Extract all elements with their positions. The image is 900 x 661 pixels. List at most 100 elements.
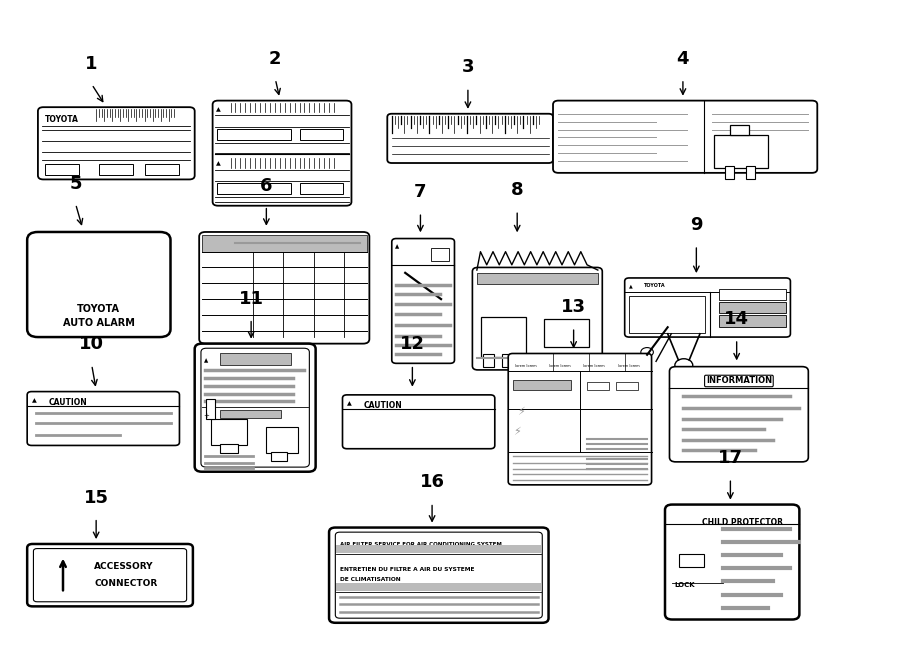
Text: 1: 1 bbox=[86, 55, 98, 73]
FancyBboxPatch shape bbox=[392, 239, 454, 364]
Text: INFORMATION: INFORMATION bbox=[706, 377, 772, 385]
Text: lorem lorem: lorem lorem bbox=[617, 364, 639, 368]
Text: TOYOTA: TOYOTA bbox=[644, 283, 666, 288]
Bar bbox=[431, 248, 449, 261]
Text: lorem lorem: lorem lorem bbox=[583, 364, 605, 368]
FancyBboxPatch shape bbox=[27, 544, 193, 606]
Bar bbox=[719, 289, 786, 300]
Bar bbox=[202, 235, 366, 252]
Bar bbox=[217, 129, 291, 140]
Circle shape bbox=[204, 235, 226, 251]
Circle shape bbox=[624, 465, 647, 482]
Text: ▲: ▲ bbox=[216, 162, 220, 167]
Bar bbox=[680, 554, 705, 567]
FancyBboxPatch shape bbox=[27, 232, 170, 337]
FancyBboxPatch shape bbox=[387, 114, 553, 163]
Circle shape bbox=[65, 263, 110, 295]
Bar bbox=[482, 317, 526, 357]
Text: 16: 16 bbox=[419, 473, 445, 491]
Text: ▲: ▲ bbox=[395, 244, 400, 249]
FancyBboxPatch shape bbox=[625, 278, 790, 337]
FancyBboxPatch shape bbox=[38, 107, 194, 179]
Bar bbox=[719, 315, 786, 327]
Circle shape bbox=[78, 273, 96, 286]
Circle shape bbox=[216, 381, 241, 399]
Text: ▲: ▲ bbox=[629, 283, 633, 288]
FancyBboxPatch shape bbox=[665, 504, 799, 619]
Text: AUTO ALARM: AUTO ALARM bbox=[63, 318, 135, 328]
Text: CAUTION: CAUTION bbox=[364, 401, 403, 410]
Bar bbox=[513, 380, 571, 389]
Text: 13: 13 bbox=[561, 298, 586, 316]
Bar bbox=[99, 164, 133, 175]
Text: 14: 14 bbox=[724, 310, 749, 328]
FancyBboxPatch shape bbox=[472, 268, 602, 370]
Text: 9: 9 bbox=[690, 216, 703, 234]
Text: 10: 10 bbox=[79, 336, 104, 354]
Bar bbox=[587, 382, 609, 389]
FancyBboxPatch shape bbox=[343, 395, 495, 449]
Text: CAUTION: CAUTION bbox=[49, 398, 87, 407]
Text: 6: 6 bbox=[260, 176, 273, 194]
Circle shape bbox=[271, 409, 292, 425]
FancyBboxPatch shape bbox=[33, 549, 186, 602]
Bar bbox=[206, 399, 215, 419]
FancyBboxPatch shape bbox=[508, 354, 652, 485]
Bar bbox=[544, 319, 589, 347]
Text: 3: 3 bbox=[462, 58, 474, 76]
FancyBboxPatch shape bbox=[329, 527, 548, 623]
Text: DE CLIMATISATION: DE CLIMATISATION bbox=[340, 577, 400, 582]
Text: ⚡: ⚡ bbox=[518, 407, 525, 417]
Text: ▲: ▲ bbox=[203, 358, 208, 363]
Circle shape bbox=[398, 268, 448, 304]
Text: 8: 8 bbox=[511, 181, 524, 199]
Text: AIR FILTER SERVICE FOR AIR CONDITIONING SYSTEM: AIR FILTER SERVICE FOR AIR CONDITIONING … bbox=[340, 542, 501, 547]
FancyBboxPatch shape bbox=[212, 100, 352, 206]
Text: ▲: ▲ bbox=[216, 107, 220, 112]
Bar bbox=[220, 354, 292, 365]
Text: ENTRETIEN DU FILTRE A AIR DU SYSTEME: ENTRETIEN DU FILTRE A AIR DU SYSTEME bbox=[340, 567, 474, 572]
FancyBboxPatch shape bbox=[670, 367, 808, 462]
Bar bbox=[271, 452, 287, 461]
Bar bbox=[477, 274, 598, 284]
FancyBboxPatch shape bbox=[194, 344, 316, 472]
FancyBboxPatch shape bbox=[553, 100, 817, 173]
Bar bbox=[629, 296, 706, 333]
Bar bbox=[745, 167, 754, 179]
Bar bbox=[483, 354, 494, 368]
Text: 15: 15 bbox=[84, 488, 109, 506]
Circle shape bbox=[641, 348, 653, 357]
Text: ▲: ▲ bbox=[32, 398, 36, 403]
Bar bbox=[616, 382, 638, 389]
Bar bbox=[217, 182, 291, 194]
Bar bbox=[725, 167, 734, 179]
Bar bbox=[337, 583, 542, 591]
Text: LOCK: LOCK bbox=[674, 582, 695, 588]
Text: 2: 2 bbox=[269, 50, 282, 68]
Bar bbox=[719, 302, 786, 313]
Bar bbox=[266, 427, 298, 453]
Text: CONNECTOR: CONNECTOR bbox=[94, 579, 158, 588]
Bar bbox=[220, 444, 238, 453]
Bar bbox=[301, 182, 344, 194]
Text: CHILD PROTECTOR: CHILD PROTECTOR bbox=[702, 518, 783, 527]
Text: lorem lorem: lorem lorem bbox=[516, 364, 537, 368]
FancyBboxPatch shape bbox=[27, 391, 179, 446]
Bar bbox=[220, 410, 281, 418]
Bar bbox=[146, 164, 179, 175]
Text: ⚡: ⚡ bbox=[513, 427, 520, 437]
Bar bbox=[45, 164, 79, 175]
FancyBboxPatch shape bbox=[336, 532, 543, 618]
Circle shape bbox=[675, 359, 693, 372]
Text: 5: 5 bbox=[69, 175, 82, 192]
Bar bbox=[211, 419, 247, 446]
Text: TOYOTA: TOYOTA bbox=[45, 115, 79, 124]
Text: lorem lorem: lorem lorem bbox=[549, 364, 572, 368]
Text: 4: 4 bbox=[677, 50, 689, 68]
Text: TOYOTA: TOYOTA bbox=[77, 305, 121, 315]
Bar bbox=[337, 545, 542, 553]
Ellipse shape bbox=[678, 532, 707, 559]
Text: 12: 12 bbox=[400, 336, 425, 354]
Bar bbox=[715, 135, 768, 168]
Text: ▲: ▲ bbox=[347, 401, 352, 407]
